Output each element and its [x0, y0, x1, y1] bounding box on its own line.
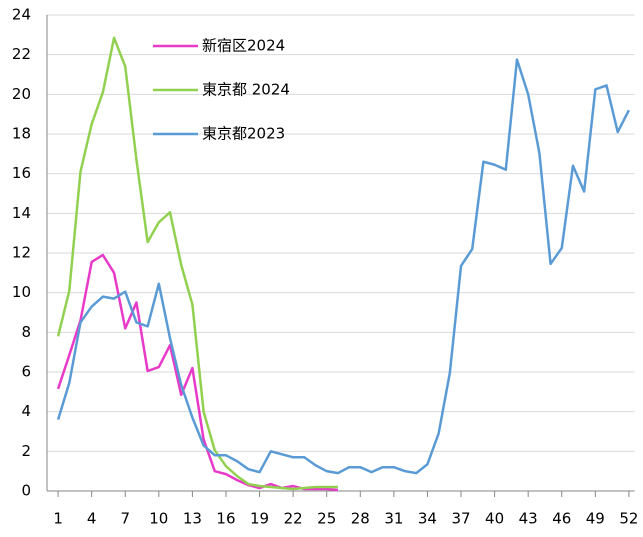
x-tick-label: 43 — [519, 510, 538, 528]
x-tick-label: 31 — [384, 510, 403, 528]
y-tick-label: 24 — [12, 6, 31, 24]
x-tick-label: 46 — [552, 510, 571, 528]
y-tick-label: 2 — [21, 442, 31, 460]
x-tick-label: 7 — [120, 510, 130, 528]
x-tick-label: 34 — [418, 510, 437, 528]
y-tick-label: 10 — [12, 283, 31, 301]
x-tick-label: 52 — [619, 510, 638, 528]
x-tick-label: 37 — [451, 510, 470, 528]
legend-label: 東京都 2024 — [202, 81, 290, 99]
x-tick-label: 1 — [53, 510, 63, 528]
x-tick-label: 10 — [149, 510, 168, 528]
x-tick-label: 16 — [216, 510, 235, 528]
x-tick-label: 25 — [317, 510, 336, 528]
y-tick-label: 4 — [21, 402, 31, 420]
legend-label: 東京都2023 — [202, 125, 285, 143]
y-tick-label: 20 — [12, 85, 31, 103]
y-tick-label: 22 — [12, 45, 31, 63]
y-tick-label: 14 — [12, 204, 31, 222]
x-tick-label: 49 — [586, 510, 605, 528]
y-tick-label: 12 — [12, 244, 31, 262]
y-tick-label: 0 — [21, 482, 31, 500]
y-tick-label: 8 — [21, 323, 31, 341]
series-line — [56, 253, 339, 492]
x-tick-label: 19 — [250, 510, 269, 528]
x-tick-label: 4 — [87, 510, 97, 528]
x-tick-label: 40 — [485, 510, 504, 528]
series-line — [56, 58, 631, 475]
x-tick-label: 13 — [183, 510, 202, 528]
y-tick-label: 16 — [12, 164, 31, 182]
legend-label: 新宿区2024 — [202, 37, 285, 55]
y-tick-label: 18 — [12, 125, 31, 143]
x-tick-label: 28 — [351, 510, 370, 528]
x-tick-label: 22 — [284, 510, 303, 528]
series-line — [56, 36, 338, 491]
y-tick-label: 6 — [21, 363, 31, 381]
